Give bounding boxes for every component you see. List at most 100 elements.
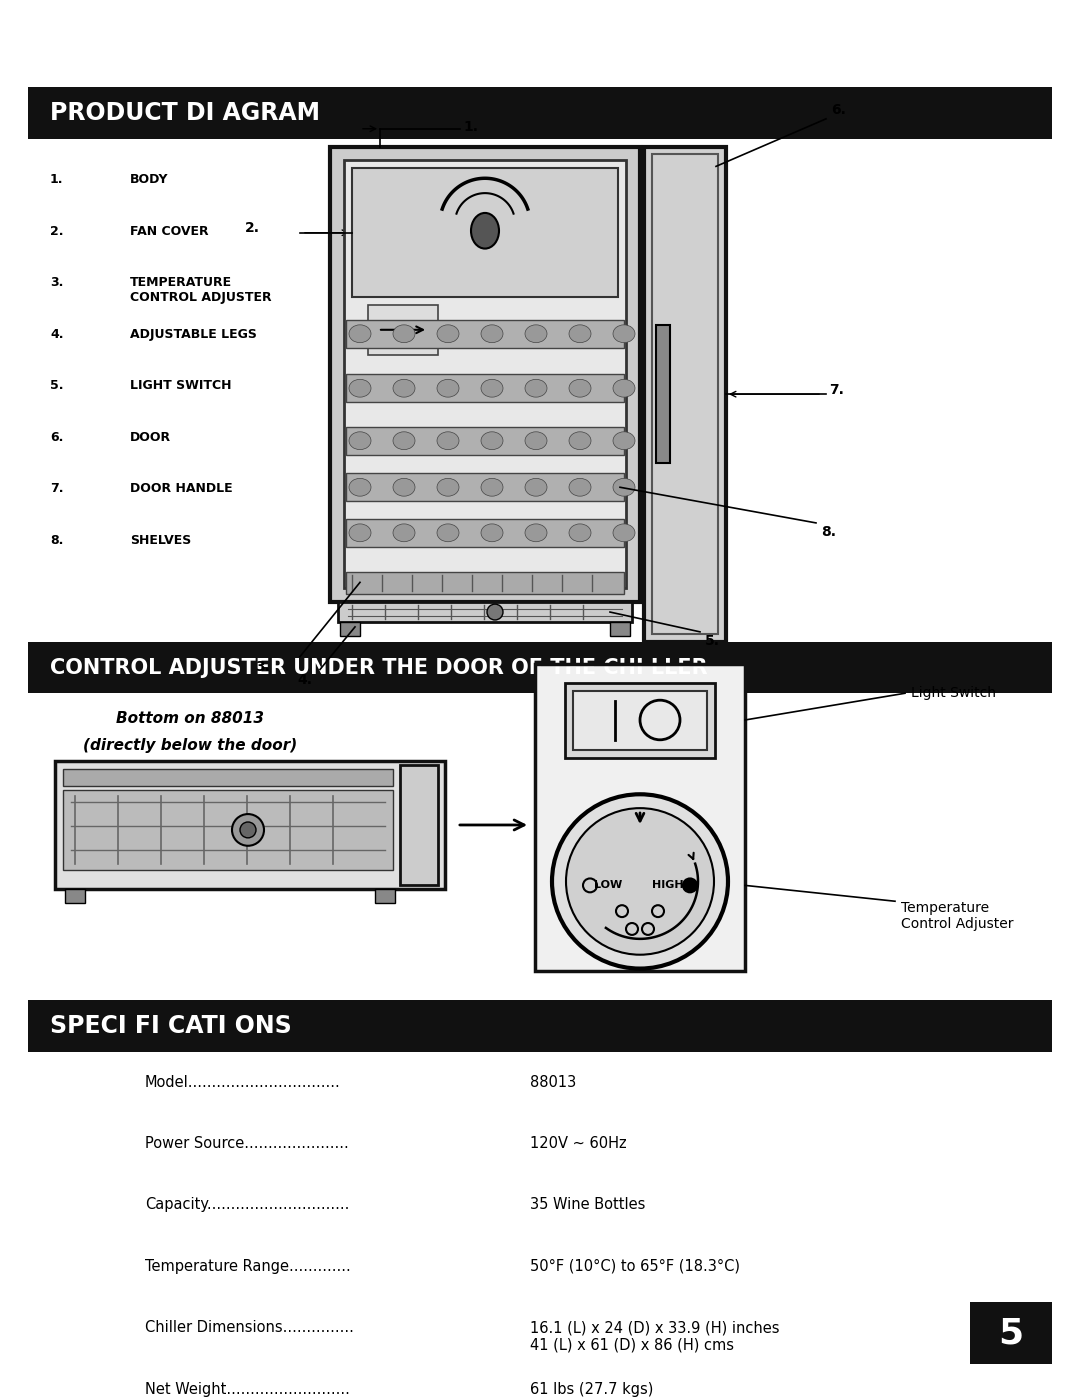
Ellipse shape <box>481 432 503 450</box>
Text: 2.: 2. <box>245 221 260 235</box>
Text: 3.: 3. <box>50 277 64 289</box>
Bar <box>63 791 393 869</box>
Text: LIGHT SWITCH: LIGHT SWITCH <box>130 380 231 393</box>
Bar <box>565 683 715 757</box>
Text: BODY: BODY <box>130 173 168 186</box>
Text: 3.: 3. <box>255 659 270 673</box>
Text: 5.: 5. <box>705 634 720 648</box>
Bar <box>346 573 624 594</box>
Ellipse shape <box>349 432 372 450</box>
Ellipse shape <box>569 432 591 450</box>
Circle shape <box>552 795 728 968</box>
Bar <box>338 602 632 622</box>
Bar <box>346 374 624 402</box>
Bar <box>346 320 624 348</box>
Ellipse shape <box>525 432 546 450</box>
Text: PRODUCT DI AGRAM: PRODUCT DI AGRAM <box>50 101 320 124</box>
Ellipse shape <box>613 380 635 397</box>
Ellipse shape <box>393 326 415 342</box>
Text: Net Weight..........................: Net Weight.......................... <box>145 1382 350 1397</box>
Text: 6.: 6. <box>831 103 846 117</box>
Text: 7.: 7. <box>829 383 843 397</box>
Text: 4.: 4. <box>297 673 312 687</box>
Circle shape <box>566 807 714 954</box>
Bar <box>368 305 438 355</box>
Ellipse shape <box>471 212 499 249</box>
Bar <box>375 890 395 904</box>
Text: 50°F (10°C) to 65°F (18.3°C): 50°F (10°C) to 65°F (18.3°C) <box>530 1259 740 1274</box>
Bar <box>400 764 438 886</box>
Text: 120V ~ 60Hz: 120V ~ 60Hz <box>530 1136 626 1151</box>
Text: 1.: 1. <box>463 120 478 134</box>
Bar <box>346 518 624 546</box>
Bar <box>352 169 618 298</box>
Ellipse shape <box>437 478 459 496</box>
Ellipse shape <box>437 380 459 397</box>
Bar <box>63 768 393 787</box>
Ellipse shape <box>393 432 415 450</box>
Ellipse shape <box>525 524 546 542</box>
Bar <box>573 692 707 750</box>
Bar <box>346 573 624 594</box>
Bar <box>63 791 393 869</box>
Bar <box>55 760 445 890</box>
Text: Chiller Dimensions...............: Chiller Dimensions............... <box>145 1320 354 1336</box>
Ellipse shape <box>349 326 372 342</box>
Bar <box>346 474 624 502</box>
Ellipse shape <box>349 524 372 542</box>
Text: 61 lbs (27.7 kgs): 61 lbs (27.7 kgs) <box>530 1382 653 1397</box>
Ellipse shape <box>569 326 591 342</box>
Ellipse shape <box>613 326 635 342</box>
Text: 35 Wine Bottles: 35 Wine Bottles <box>530 1197 646 1213</box>
Text: 16.1 (L) x 24 (D) x 33.9 (H) inches
41 (L) x 61 (D) x 86 (H) cms: 16.1 (L) x 24 (D) x 33.9 (H) inches 41 (… <box>530 1320 780 1352</box>
Ellipse shape <box>525 326 546 342</box>
Ellipse shape <box>393 524 415 542</box>
Ellipse shape <box>349 478 372 496</box>
Text: HIGH: HIGH <box>652 880 684 890</box>
Bar <box>644 147 726 641</box>
Bar <box>535 664 745 971</box>
Circle shape <box>232 814 264 845</box>
Bar <box>346 320 624 348</box>
Bar <box>644 147 726 641</box>
Circle shape <box>240 821 256 838</box>
Bar <box>535 664 745 971</box>
Ellipse shape <box>393 478 415 496</box>
Bar <box>352 169 618 298</box>
Text: SPECI FI CATI ONS: SPECI FI CATI ONS <box>50 1014 292 1038</box>
Text: DOOR HANDLE: DOOR HANDLE <box>130 482 232 496</box>
Text: 2.: 2. <box>50 225 64 237</box>
Ellipse shape <box>569 478 591 496</box>
Ellipse shape <box>481 524 503 542</box>
Text: (directly below the door): (directly below the door) <box>83 738 297 753</box>
Ellipse shape <box>349 380 372 397</box>
Circle shape <box>487 604 503 620</box>
Ellipse shape <box>613 524 635 542</box>
Ellipse shape <box>481 380 503 397</box>
Text: LOW: LOW <box>594 880 622 890</box>
Ellipse shape <box>613 478 635 496</box>
Ellipse shape <box>437 524 459 542</box>
Bar <box>652 155 718 634</box>
Bar <box>28 87 1052 138</box>
Ellipse shape <box>481 478 503 496</box>
Bar <box>346 427 624 454</box>
Text: 6.: 6. <box>50 430 64 444</box>
Bar <box>55 760 445 890</box>
Text: SHELVES: SHELVES <box>130 534 191 546</box>
Bar <box>28 641 1052 693</box>
Text: 4.: 4. <box>50 328 64 341</box>
Bar <box>345 161 626 588</box>
Ellipse shape <box>613 432 635 450</box>
Text: 5.: 5. <box>50 380 64 393</box>
Bar <box>65 890 85 904</box>
Text: Power Source......................: Power Source...................... <box>145 1136 349 1151</box>
Text: 7.: 7. <box>50 482 64 496</box>
Bar <box>28 1000 1052 1052</box>
Bar <box>345 161 626 588</box>
Bar <box>63 768 393 787</box>
Ellipse shape <box>569 380 591 397</box>
Text: 8.: 8. <box>50 534 64 546</box>
Text: Temperature Range.............: Temperature Range............. <box>145 1259 351 1274</box>
Bar <box>970 1302 1052 1363</box>
